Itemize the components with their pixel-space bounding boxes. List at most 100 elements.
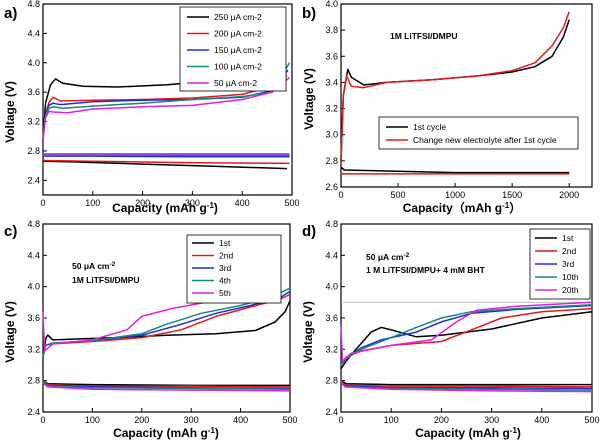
legend-label-d-4: 20th (562, 285, 579, 295)
legend-d: 1st 2nd 3rd 10th 20th (529, 228, 591, 300)
y-axis-title-c: Voltage (V) (3, 301, 17, 363)
y-tick-label-c-0: 2.4 (27, 407, 40, 417)
y-tick-label-a-3: 3.6 (27, 87, 40, 97)
annotation-d-line1: 50 μA cm-2 (366, 252, 410, 263)
plot-area-a: 0 100 200 300 400 500 2.4 2.8 3.2 3.6 4.0 4.4 4.8 (27, 0, 299, 208)
series-d-4-discharge (340, 380, 593, 393)
x-axis-title-d: Capacity (mAh g-1) (415, 426, 521, 441)
x-tick-label-c-0: 0 (40, 415, 45, 425)
y-tick-label-c-2: 3.2 (27, 344, 40, 354)
series-d-3-charge (340, 303, 593, 366)
x-tick-label-b-4: 2000 (559, 190, 579, 200)
y-tick-label-c-6: 4.8 (27, 219, 40, 229)
y-tick-label-b-1: 2.8 (325, 156, 338, 166)
y-axis-title-a: Voltage (V) (3, 81, 17, 143)
legend-box-c (186, 234, 282, 304)
legend-label-a-4: 50 μA cm-2 (214, 78, 257, 88)
legend-label-d-2: 3rd (562, 259, 575, 269)
y-tick-label-c-4: 4.0 (27, 282, 40, 292)
legend-box-a (179, 6, 287, 92)
panel-letter-a: a) (4, 5, 17, 22)
x-tick-label-a-4: 400 (235, 198, 250, 208)
legend-label-b-0: 1st cycle (413, 122, 446, 132)
legend-label-a-2: 150 μA cm-2 (214, 45, 262, 55)
legend-label-c-3: 4th (219, 276, 231, 286)
legend-label-d-1: 2nd (562, 246, 576, 256)
x-tick-label-c-5: 500 (282, 415, 297, 425)
plot-frame-a (42, 3, 293, 196)
x-tick-label-d-0: 0 (338, 415, 343, 425)
legend-label-a-3: 100 μA cm-2 (214, 62, 262, 72)
x-tick-label-a-5: 500 (284, 198, 299, 208)
annotation-b: 1M LiTFSI/DMPU (390, 31, 458, 41)
annotation-d-line2: 1 M LiTFSI/DMPU+ 4 mM BHT (366, 265, 486, 275)
y-tick-label-b-7: 4.0 (325, 0, 338, 9)
legend-box-b (378, 116, 579, 150)
x-tick-label-d-3: 300 (484, 415, 499, 425)
plot-area-d: 0 100 200 300 400 500 2.4 2.8 3.2 3.6 4.0 4.4 4.8 (325, 219, 599, 425)
series-a-4-charge (42, 76, 290, 140)
x-tick-label-b-0: 0 (338, 190, 343, 200)
annotation-c-line2: 1M LiTFSI/DMPU (72, 275, 140, 285)
x-axis-title-c: Capacity (mAh g-1) (113, 426, 219, 441)
series-c-0-discharge (42, 380, 290, 387)
y-tick-label-a-2: 3.2 (27, 117, 40, 127)
panel-c: c) Voltage (V) Capacity (mAh g-1) 50 μA … (3, 219, 298, 440)
x-tick-label-b-3: 1500 (502, 190, 522, 200)
series-c-4-discharge (42, 382, 291, 392)
y-tick-label-c-5: 4.4 (27, 250, 40, 260)
legend-label-c-1: 2nd (219, 251, 233, 261)
legend-label-d-0: 1st (562, 233, 574, 243)
series-c-1-discharge (42, 380, 291, 388)
y-tick-label-d-1: 2.8 (325, 376, 338, 386)
legend-label-a-1: 200 μA cm-2 (214, 29, 262, 39)
legend-b: 1st cycle Change new electrolyte after 1s… (378, 116, 579, 150)
series-d-4-charge (340, 301, 593, 362)
y-tick-label-d-5: 4.4 (325, 250, 338, 260)
legend-a: 250 μA cm-2 200 μA cm-2 150 μA cm-2 100 μA … (179, 6, 287, 92)
y-tick-label-d-2: 3.2 (325, 344, 338, 354)
y-tick-label-a-1: 2.8 (27, 146, 40, 156)
x-tick-label-c-4: 400 (233, 415, 248, 425)
x-tick-label-a-1: 100 (85, 198, 100, 208)
panel-a: a) Voltage (V) Capacity (mAh g-1) 0 100 20… (3, 0, 300, 215)
series-c-0-charge (42, 300, 291, 358)
y-tick-label-a-5: 4.4 (27, 28, 40, 38)
legend-label-c-4: 5th (219, 288, 231, 298)
series-d-1-discharge (340, 381, 593, 388)
y-tick-label-c-3: 3.6 (27, 313, 40, 323)
x-tick-label-a-0: 0 (40, 198, 45, 208)
panel-d: d) Voltage (V) Capacity (mAh g-1) 50 μA … (301, 219, 600, 440)
series-a-2-discharge (43, 155, 290, 158)
y-tick-label-d-3: 3.6 (325, 313, 338, 323)
series-c-1-charge (42, 293, 291, 358)
series-b-0-discharge (340, 166, 570, 174)
y-tick-label-b-3: 3.2 (325, 104, 338, 114)
annotation-c-line1: 50 μA cm-2 (72, 261, 116, 272)
x-axis-title-b: Capacity（mAh g-1） (403, 200, 522, 215)
y-tick-label-b-0: 2.6 (325, 182, 338, 192)
x-axis-title-a: Capacity (mAh g-1) (112, 201, 218, 216)
panel-letter-b: b) (302, 5, 316, 22)
y-axis-title-b: Voltage (V) (302, 68, 316, 130)
x-tick-label-c-3: 300 (184, 415, 199, 425)
panel-letter-d: d) (302, 223, 316, 240)
y-tick-label-b-2: 3.0 (325, 130, 338, 140)
x-tick-label-d-4: 400 (534, 415, 549, 425)
y-tick-label-a-6: 4.8 (27, 0, 40, 9)
x-tick-label-a-3: 300 (185, 198, 200, 208)
y-tick-label-c-1: 2.8 (27, 376, 40, 386)
y-tick-label-d-0: 2.4 (325, 407, 338, 417)
legend-label-d-3: 10th (562, 272, 579, 282)
x-tick-label-d-1: 100 (384, 415, 399, 425)
y-tick-label-b-4: 3.4 (325, 77, 338, 87)
panel-letter-c: c) (4, 223, 17, 240)
x-tick-label-d-2: 200 (434, 415, 449, 425)
legend-label-c-0: 1st (219, 238, 231, 248)
x-tick-label-c-1: 100 (85, 415, 100, 425)
legend-c: 1st 2nd 3rd 4th 5th (186, 234, 282, 304)
y-tick-label-b-6: 3.8 (325, 25, 338, 35)
x-tick-label-d-5: 500 (584, 415, 599, 425)
y-tick-label-a-4: 4.0 (27, 58, 40, 68)
